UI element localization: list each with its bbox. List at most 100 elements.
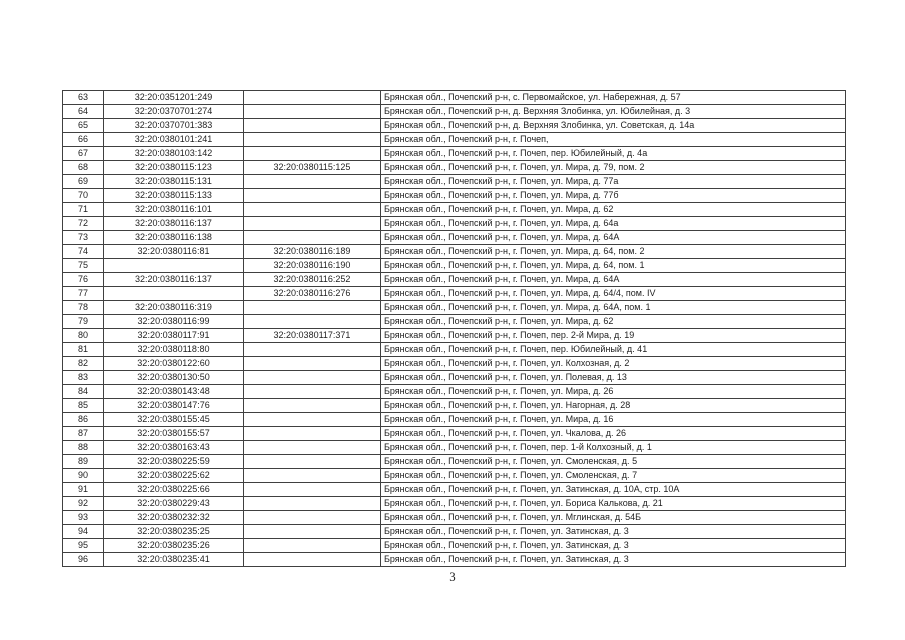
address-cell: Брянская обл., Почепский р-н, д. Верхняя… <box>380 118 846 133</box>
address-cell: Брянская обл., Почепский р-н, с. Первома… <box>380 90 846 105</box>
cadastral-number-cell: 32:20:0380115:133 <box>103 188 244 203</box>
cadastral-number-cell: 32:20:0380116:319 <box>103 300 244 315</box>
secondary-cadastral-number-cell <box>243 188 381 203</box>
row-number-cell: 94 <box>62 524 104 539</box>
secondary-cadastral-number-cell <box>243 482 381 497</box>
cadastral-number-cell: 32:20:0370701:383 <box>103 118 244 133</box>
secondary-cadastral-number-cell <box>243 398 381 413</box>
table-row: 64 32:20:0370701:274 Брянская обл., Почепс… <box>62 104 846 119</box>
cadastral-number-cell: 32:20:0380163:43 <box>103 440 244 455</box>
table-row: 82 32:20:0380122:60 Брянская обл., Почепск… <box>62 356 846 371</box>
row-number-cell: 88 <box>62 440 104 455</box>
address-cell: Брянская обл., Почепский р-н, г. Почеп, … <box>380 230 846 245</box>
secondary-cadastral-number-cell <box>243 118 381 133</box>
table-row: 78 32:20:0380116:319 Брянская обл., Почепс… <box>62 300 846 315</box>
address-cell: Брянская обл., Почепский р-н, г. Почеп, … <box>380 454 846 469</box>
table-row: 83 32:20:0380130:50 Брянская обл., Почепск… <box>62 370 846 385</box>
secondary-cadastral-number-cell <box>243 510 381 525</box>
row-number-cell: 75 <box>62 258 104 273</box>
table-row: 96 32:20:0380235:41 Брянская обл., Почепск… <box>62 552 846 567</box>
cadastral-number-cell: 32:20:0380235:25 <box>103 524 244 539</box>
row-number-cell: 67 <box>62 146 104 161</box>
table-row: 74 32:20:0380116:81 32:20:0380116:189 Брянс… <box>62 244 846 259</box>
address-cell: Брянская обл., Почепский р-н, г. Почеп, … <box>380 440 846 455</box>
address-cell: Брянская обл., Почепский р-н, г. Почеп, … <box>380 370 846 385</box>
secondary-cadastral-number-cell <box>243 146 381 161</box>
secondary-cadastral-number-cell <box>243 90 381 105</box>
row-number-cell: 77 <box>62 286 104 301</box>
address-cell: Брянская обл., Почепский р-н, г. Почеп, … <box>380 384 846 399</box>
table-row: 67 32:20:0380103:142 Брянская обл., Почепс… <box>62 146 846 161</box>
table-row: 66 32:20:0380101:241 Брянская обл., Почепс… <box>62 132 846 147</box>
row-number-cell: 90 <box>62 468 104 483</box>
row-number-cell: 80 <box>62 328 104 343</box>
cadastral-number-cell: 32:20:0380235:41 <box>103 552 244 567</box>
page-number: 3 <box>449 569 456 584</box>
row-number-cell: 86 <box>62 412 104 427</box>
row-number-cell: 63 <box>62 90 104 105</box>
row-number-cell: 84 <box>62 384 104 399</box>
row-number-cell: 81 <box>62 342 104 357</box>
cadastral-number-cell: 32:20:0380122:60 <box>103 356 244 371</box>
address-cell: Брянская обл., Почепский р-н, д. Верхняя… <box>380 104 846 119</box>
table-row: 85 32:20:0380147:76 Брянская обл., Почепск… <box>62 398 846 413</box>
address-cell: Брянская обл., Почепский р-н, г. Почеп, … <box>380 160 846 175</box>
address-cell: Брянская обл., Почепский р-н, г. Почеп, … <box>380 202 846 217</box>
table-row: 73 32:20:0380116:138 Брянская обл., Почепс… <box>62 230 846 245</box>
secondary-cadastral-number-cell <box>243 538 381 553</box>
secondary-cadastral-number-cell <box>243 426 381 441</box>
secondary-cadastral-number-cell <box>243 216 381 231</box>
row-number-cell: 92 <box>62 496 104 511</box>
table-row: 95 32:20:0380235:26 Брянская обл., Почепск… <box>62 538 846 553</box>
table-row: 75 32:20:0380116:190 Брянская обл., Почепс… <box>62 258 846 273</box>
cadastral-number-cell: 32:20:0380116:137 <box>103 272 244 287</box>
row-number-cell: 83 <box>62 370 104 385</box>
secondary-cadastral-number-cell <box>243 412 381 427</box>
secondary-cadastral-number-cell <box>243 230 381 245</box>
row-number-cell: 71 <box>62 202 104 217</box>
secondary-cadastral-number-cell: 32:20:0380116:276 <box>243 286 381 301</box>
table-row: 93 32:20:0380232:32 Брянская обл., Почепск… <box>62 510 846 525</box>
cadastral-number-cell: 32:20:0380235:26 <box>103 538 244 553</box>
row-number-cell: 68 <box>62 160 104 175</box>
cadastral-number-cell: 32:20:0380155:45 <box>103 412 244 427</box>
cadastral-number-cell: 32:20:0380225:62 <box>103 468 244 483</box>
address-cell: Брянская обл., Почепский р-н, г. Почеп, … <box>380 468 846 483</box>
secondary-cadastral-number-cell: 32:20:0380115:125 <box>243 160 381 175</box>
table-row: 69 32:20:0380115:131 Брянская обл., Почепс… <box>62 174 846 189</box>
table-row: 63 32:20:0351201:249 Брянская обл., Почепс… <box>62 90 846 105</box>
table-row: 68 32:20:0380115:123 32:20:0380115:125 Брян… <box>62 160 846 175</box>
cadastral-number-cell: 32:20:0380155:57 <box>103 426 244 441</box>
cadastral-number-cell: 32:20:0380115:123 <box>103 160 244 175</box>
secondary-cadastral-number-cell: 32:20:0380116:252 <box>243 272 381 287</box>
cadastral-number-cell: 32:20:0380229:43 <box>103 496 244 511</box>
row-number-cell: 91 <box>62 482 104 497</box>
cadastral-number-cell: 32:20:0380143:48 <box>103 384 244 399</box>
table-row: 81 32:20:0380118:80 Брянская обл., Почепск… <box>62 342 846 357</box>
row-number-cell: 73 <box>62 230 104 245</box>
cadastral-number-cell: 32:20:0380225:59 <box>103 454 244 469</box>
address-cell: Брянская обл., Почепский р-н, г. Почеп, … <box>380 174 846 189</box>
cadastral-number-cell <box>103 286 244 301</box>
address-cell: Брянская обл., Почепский р-н, г. Почеп, … <box>380 146 846 161</box>
address-cell: Брянская обл., Почепский р-н, г. Почеп, <box>380 132 846 147</box>
row-number-cell: 82 <box>62 356 104 371</box>
cadastral-number-cell: 32:20:0380101:241 <box>103 132 244 147</box>
secondary-cadastral-number-cell <box>243 370 381 385</box>
table-row: 92 32:20:0380229:43 Брянская обл., Почепск… <box>62 496 846 511</box>
row-number-cell: 85 <box>62 398 104 413</box>
address-cell: Брянская обл., Почепский р-н, г. Почеп, … <box>380 356 846 371</box>
address-cell: Брянская обл., Почепский р-н, г. Почеп, … <box>380 342 846 357</box>
secondary-cadastral-number-cell <box>243 314 381 329</box>
table-row: 87 32:20:0380155:57 Брянская обл., Почепск… <box>62 426 846 441</box>
secondary-cadastral-number-cell <box>243 454 381 469</box>
cadastral-number-cell: 32:20:0380116:137 <box>103 216 244 231</box>
address-cell: Брянская обл., Почепский р-н, г. Почеп, … <box>380 538 846 553</box>
address-cell: Брянская обл., Почепский р-н, г. Почеп, … <box>380 188 846 203</box>
secondary-cadastral-number-cell <box>243 524 381 539</box>
secondary-cadastral-number-cell: 32:20:0380116:190 <box>243 258 381 273</box>
secondary-cadastral-number-cell <box>243 132 381 147</box>
row-number-cell: 66 <box>62 132 104 147</box>
row-number-cell: 96 <box>62 552 104 567</box>
cadastral-number-cell: 32:20:0380116:101 <box>103 202 244 217</box>
